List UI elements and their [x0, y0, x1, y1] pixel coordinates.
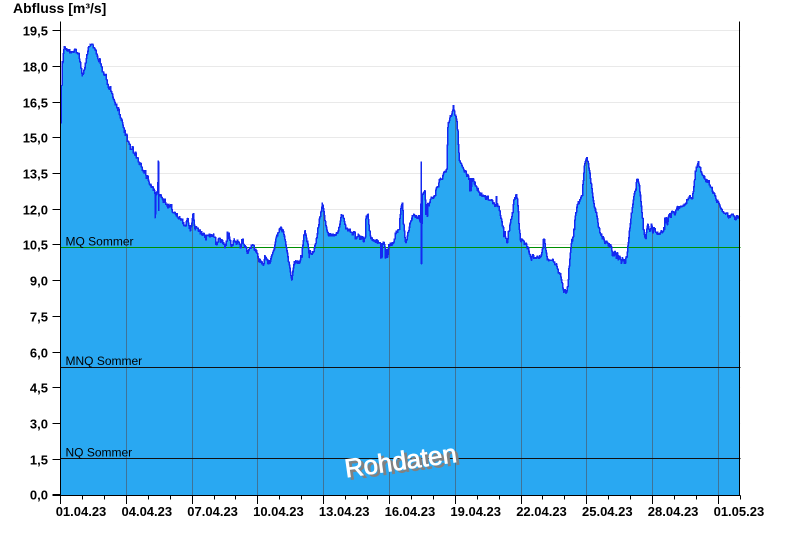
svg-text:13.04.23: 13.04.23: [319, 504, 370, 519]
svg-text:0,0: 0,0: [30, 488, 48, 503]
svg-text:Abfluss [m³/s]: Abfluss [m³/s]: [13, 0, 106, 16]
svg-text:18,0: 18,0: [23, 60, 48, 75]
svg-text:9,0: 9,0: [30, 274, 48, 289]
svg-text:15,0: 15,0: [23, 131, 48, 146]
svg-text:12,0: 12,0: [23, 203, 48, 218]
svg-text:22.04.23: 22.04.23: [516, 504, 567, 519]
svg-text:4,5: 4,5: [30, 381, 48, 396]
svg-text:7,5: 7,5: [30, 310, 48, 325]
svg-text:19,5: 19,5: [23, 24, 48, 39]
svg-text:10.04.23: 10.04.23: [253, 504, 304, 519]
svg-text:NQ Sommer: NQ Sommer: [66, 446, 133, 460]
svg-text:16,5: 16,5: [23, 96, 48, 111]
svg-text:16.04.23: 16.04.23: [385, 504, 436, 519]
svg-text:MQ Sommer: MQ Sommer: [66, 235, 134, 249]
svg-text:13,5: 13,5: [23, 167, 48, 182]
svg-text:28.04.23: 28.04.23: [648, 504, 699, 519]
svg-text:25.04.23: 25.04.23: [582, 504, 633, 519]
svg-text:01.05.23: 01.05.23: [714, 504, 765, 519]
svg-text:04.04.23: 04.04.23: [122, 504, 173, 519]
svg-text:19.04.23: 19.04.23: [450, 504, 501, 519]
svg-text:MNQ Sommer: MNQ Sommer: [66, 354, 143, 368]
svg-text:01.04.23: 01.04.23: [56, 504, 107, 519]
svg-text:07.04.23: 07.04.23: [187, 504, 238, 519]
svg-text:1,5: 1,5: [30, 453, 48, 468]
svg-text:3,0: 3,0: [30, 417, 48, 432]
svg-text:10,5: 10,5: [23, 238, 48, 253]
svg-text:6,0: 6,0: [30, 346, 48, 361]
